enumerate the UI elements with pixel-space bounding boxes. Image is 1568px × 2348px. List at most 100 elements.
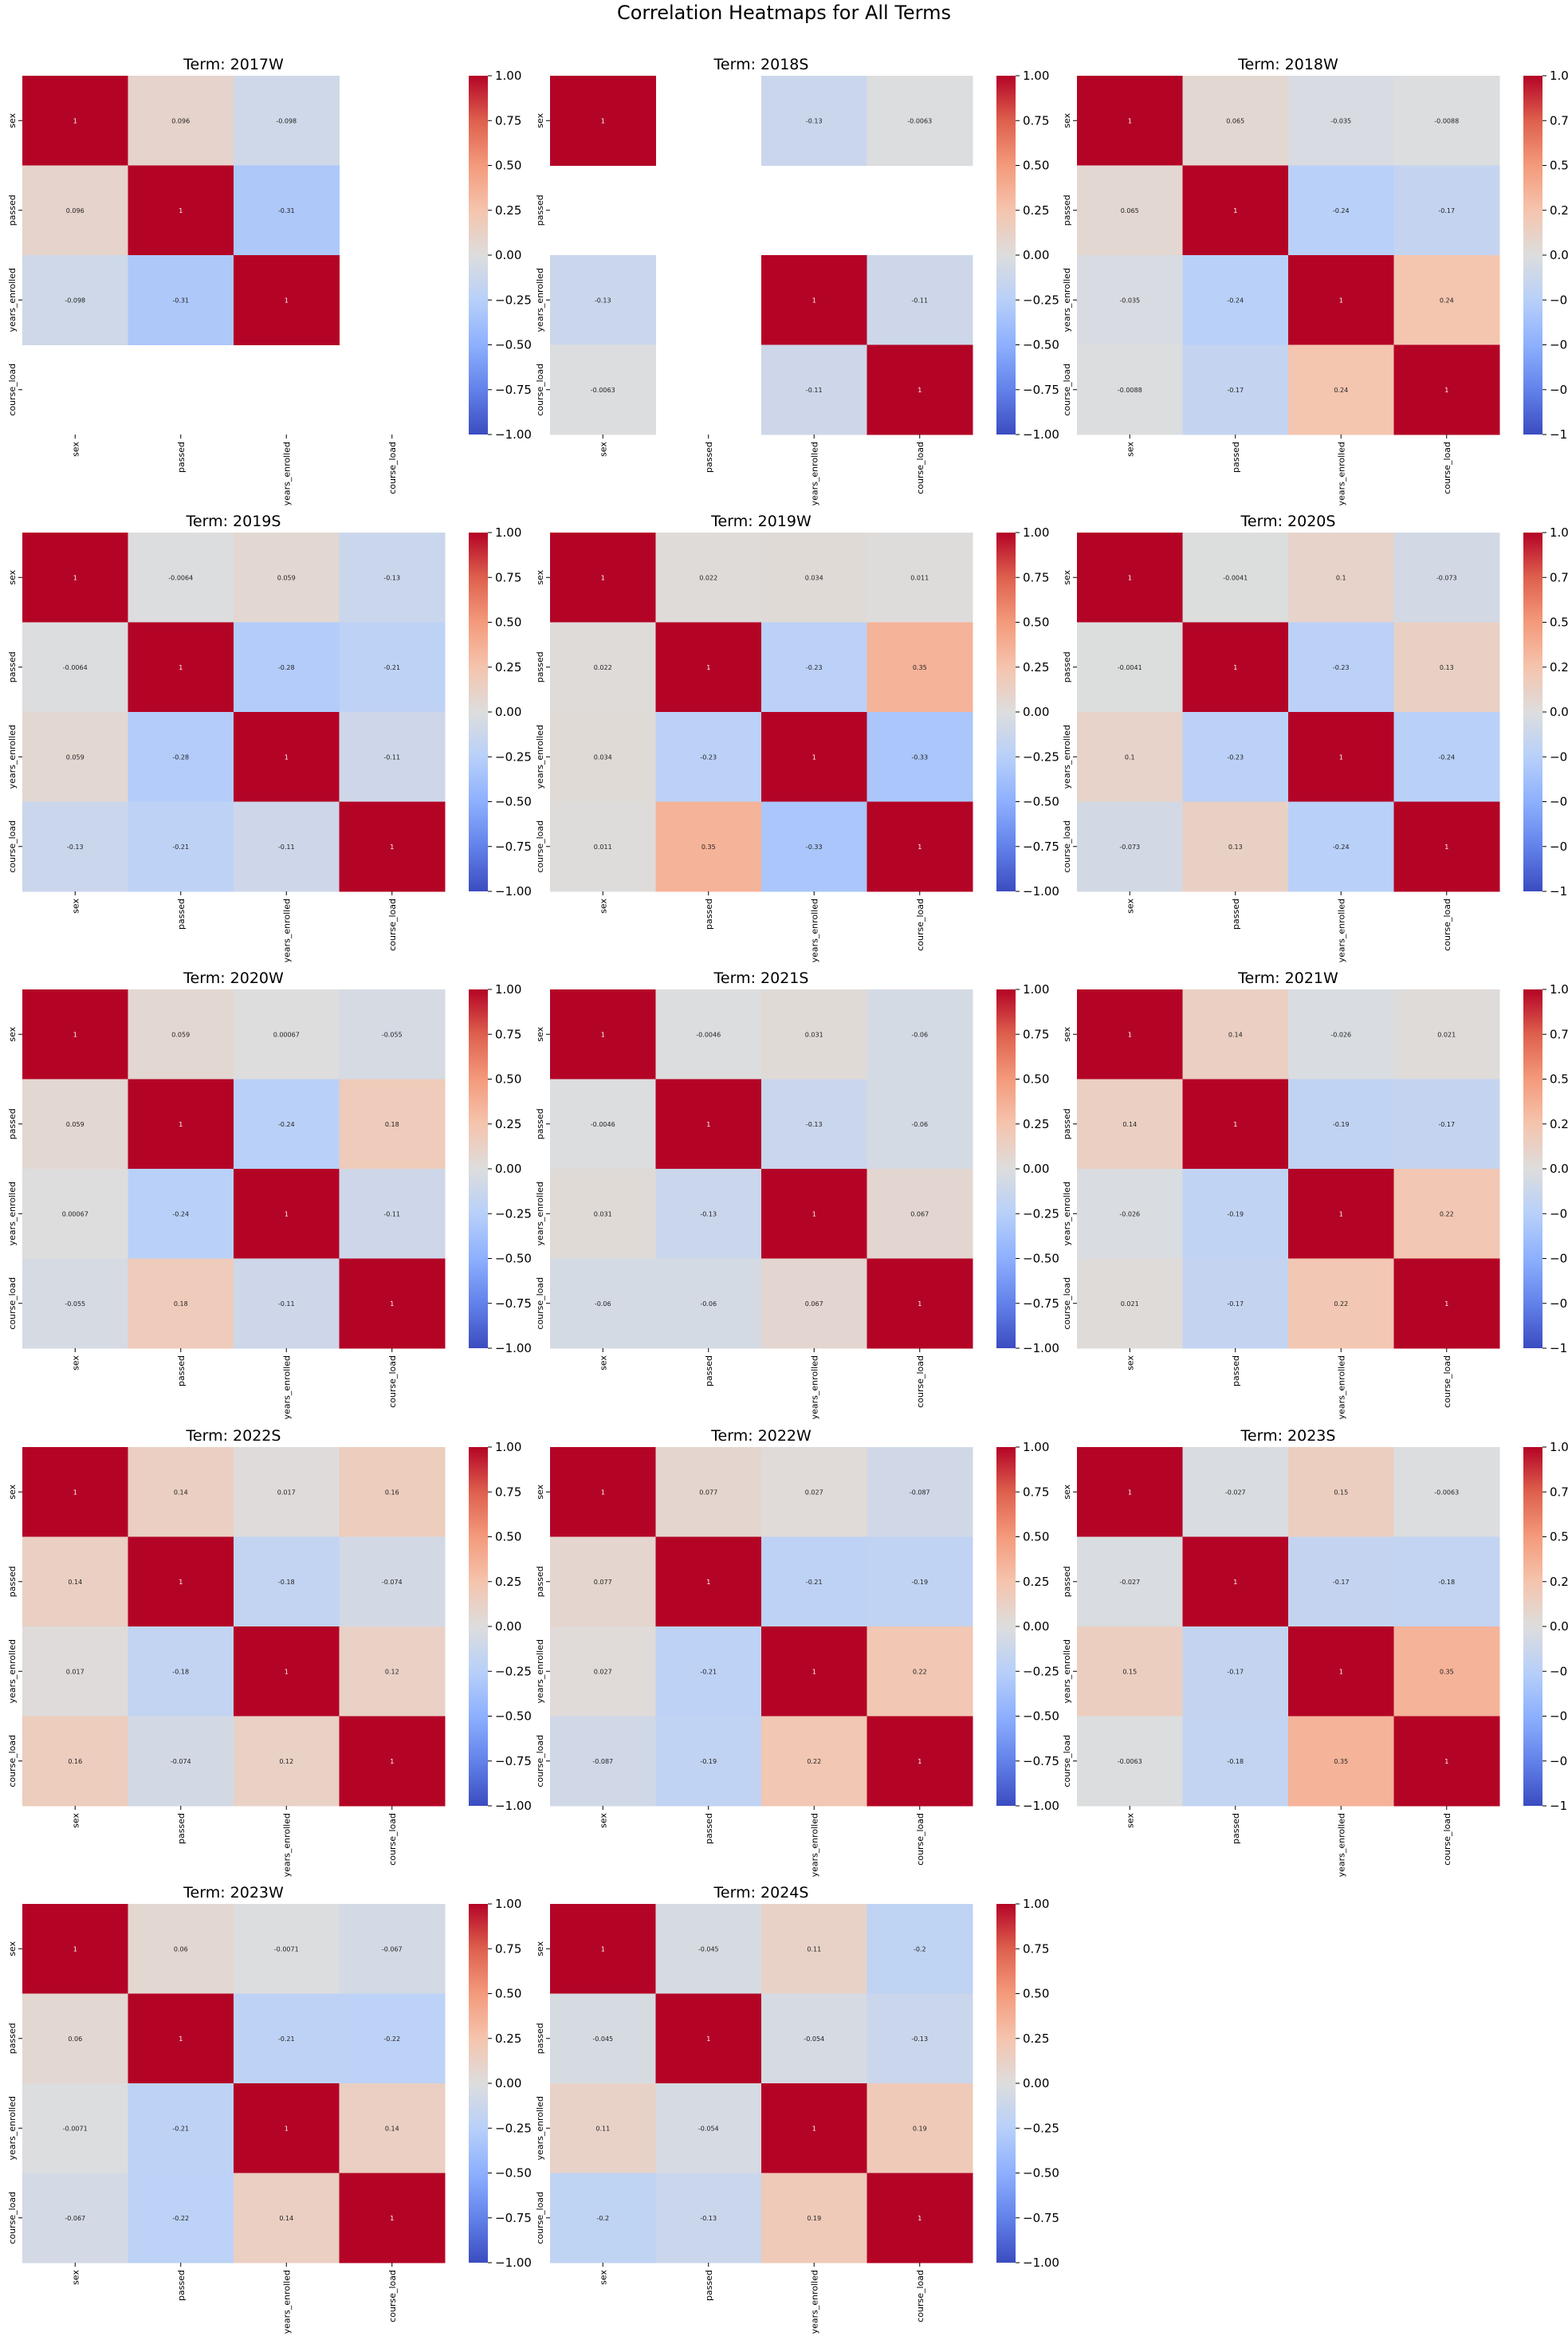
cell-annotation: -0.074	[382, 1579, 403, 1586]
heatmap-cell	[1288, 255, 1394, 345]
cell-annotation: 0.14	[1228, 1031, 1243, 1038]
colorbar-tick-label: 0.25	[1023, 1117, 1049, 1131]
x-tick-label: passed	[704, 899, 714, 930]
cell-annotation: -0.19	[700, 1758, 717, 1765]
x-tick-label: course_load	[1442, 1813, 1452, 1866]
cell-annotation: -0.098	[276, 117, 297, 124]
colorbar-tick-label: 0.25	[495, 1117, 521, 1131]
heatmap-cell	[1077, 1447, 1183, 1537]
heatmap-cell	[22, 989, 128, 1080]
cell-annotation: 1	[1444, 1300, 1448, 1308]
cell-annotation: -0.11	[806, 387, 823, 394]
colorbar-tick-label: 1.00	[495, 525, 521, 540]
colorbar-tick-label: 0.50	[1023, 616, 1049, 630]
cell-annotation: -0.13	[700, 2215, 717, 2222]
heatmap-cell	[655, 712, 762, 802]
colorbar-tick-label: 0.75	[1023, 1941, 1049, 1956]
heatmap-cell	[1393, 165, 1500, 256]
y-tick-label: sex	[535, 569, 545, 584]
cell-annotation: -0.18	[172, 1668, 189, 1675]
cell-annotation: 1	[601, 1031, 605, 1038]
heatmap-cell	[128, 801, 234, 892]
cell-annotation: 0.13	[1440, 664, 1454, 671]
heatmap-cell	[128, 1993, 234, 2084]
heatmap-cell	[1393, 989, 1500, 1080]
y-tick-label: passed	[535, 2023, 545, 2054]
cell-annotation: 1	[1233, 1121, 1237, 1128]
cell-annotation: 1	[73, 117, 77, 124]
colorbar-tick-label: 0.25	[1550, 203, 1568, 218]
cell-annotation: 1	[706, 2035, 710, 2043]
cell-annotation: 1	[812, 297, 816, 304]
cell-annotation: -0.24	[278, 1121, 295, 1128]
cell-annotation: 1	[601, 1945, 605, 1953]
colorbar-tick-label: −0.25	[1023, 1206, 1059, 1221]
colorbar-tick-label: 0.75	[495, 570, 521, 584]
heatmap-cell	[1288, 712, 1394, 802]
colorbar-tick-label: 0.00	[1550, 1619, 1568, 1634]
cell-annotation: -0.17	[1333, 1579, 1350, 1586]
colorbar-tick-label: 0.00	[1023, 705, 1049, 719]
heatmap-cell	[128, 1169, 234, 1259]
cell-annotation: 1	[601, 117, 605, 124]
heatmap-cell	[550, 533, 656, 623]
cell-annotation: 0.35	[1334, 1758, 1348, 1765]
y-tick-label: sex	[7, 1026, 18, 1041]
heatmap-cell	[22, 1626, 128, 1717]
cell-annotation: -0.026	[1330, 1031, 1351, 1038]
cell-annotation: 0.059	[171, 1031, 190, 1038]
heatmap-cell	[550, 712, 656, 802]
heatmap-cell	[761, 1447, 867, 1537]
heatmap-cell	[128, 76, 234, 166]
y-tick-label: sex	[7, 1484, 18, 1499]
cell-annotation: -0.21	[172, 844, 189, 851]
cell-annotation: -0.18	[278, 1579, 295, 1586]
heatmap-cell	[234, 1079, 340, 1170]
x-tick-label: passed	[704, 1355, 714, 1386]
heatmap-cell	[1077, 1079, 1183, 1170]
heatmap-cell	[1393, 1447, 1500, 1537]
heatmap-cell	[1182, 712, 1289, 802]
heatmap-panel-9: Term: 2021W 1 0.14 -0.026 0.021 0.14 1 -0.19 -0.…	[1062, 969, 1568, 1419]
colorbar-tick-label: 1.00	[1023, 1440, 1049, 1454]
heatmap-cell	[550, 622, 656, 713]
y-tick-label: years_enrolled	[7, 725, 18, 789]
y-tick-label: passed	[7, 1108, 18, 1139]
x-tick-label: passed	[704, 2270, 714, 2301]
colorbar-tick-label: −0.75	[1550, 1754, 1568, 1768]
heatmap-cell	[22, 76, 128, 166]
x-tick-label: passed	[176, 2270, 187, 2301]
cell-annotation: -0.0041	[1223, 574, 1248, 581]
heatmap-cell	[1393, 1258, 1500, 1349]
cell-annotation: 0.067	[805, 1300, 823, 1308]
heatmap-cell	[339, 989, 446, 1080]
colorbar-tick-label: 0.00	[1023, 1162, 1049, 1176]
y-tick-label: passed	[7, 651, 18, 682]
x-tick-label: sex	[598, 1355, 608, 1371]
cell-annotation: 1	[1128, 1031, 1132, 1038]
y-tick-label: years_enrolled	[535, 725, 545, 789]
heatmap-panel-11: Term: 2022W 1 0.077 0.027 -0.087 0.077 1 -0.21 -…	[535, 1427, 1059, 1877]
colorbar	[469, 76, 488, 435]
colorbar	[996, 76, 1016, 435]
cell-annotation: 0.11	[807, 1945, 821, 1953]
heatmap-cell	[339, 1447, 446, 1537]
cell-annotation: 1	[1233, 664, 1237, 671]
heatmap-cell	[128, 255, 234, 345]
heatmap-cell	[22, 1447, 128, 1537]
colorbar-tick-label: −0.75	[1550, 1296, 1568, 1311]
heatmap-cell	[867, 344, 973, 435]
y-tick-label: years_enrolled	[7, 1639, 18, 1703]
cell-annotation: 0.021	[1121, 1300, 1139, 1308]
heatmap-cell	[234, 989, 340, 1080]
heatmap-cell	[234, 1626, 340, 1717]
colorbar-tick-label: 0.25	[1550, 660, 1568, 675]
colorbar-tick-label: −0.50	[495, 795, 532, 809]
heatmap-cell	[1288, 165, 1394, 256]
heatmap-cell	[550, 76, 656, 166]
x-tick-label: course_load	[387, 1355, 398, 1408]
colorbar-tick-label: −0.75	[1550, 840, 1568, 854]
cell-annotation: -0.11	[383, 753, 400, 761]
cell-annotation: 0.017	[277, 1489, 296, 1496]
colorbar-tick-label: −1.00	[495, 2256, 532, 2270]
